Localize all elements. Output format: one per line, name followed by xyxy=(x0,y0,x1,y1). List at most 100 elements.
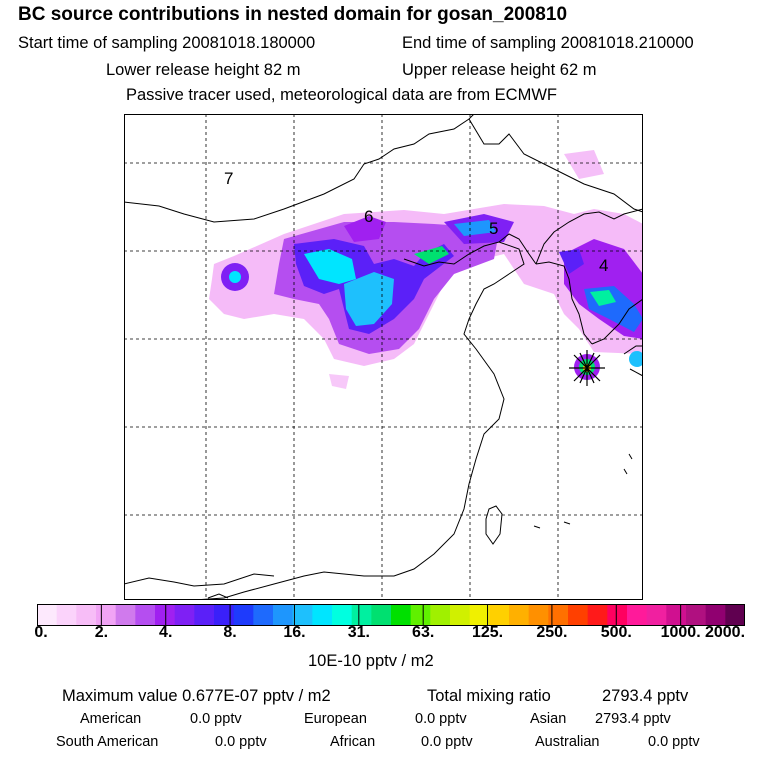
colorbar-cell xyxy=(568,604,589,626)
australian-label: Australian xyxy=(535,734,600,750)
colorbar-units: 10E-10 pptv / m2 xyxy=(308,652,434,670)
colorbar-tick-label: 1000. xyxy=(660,624,701,641)
bohai-coast xyxy=(193,241,525,600)
colorbar-tick-label: 4. xyxy=(159,624,173,641)
korea-north xyxy=(535,208,643,265)
colorbar-tick-label: 31. xyxy=(347,624,370,641)
colorbar-cell xyxy=(705,604,726,626)
colorbar-cell xyxy=(528,604,549,626)
colorbar-cell xyxy=(194,604,215,626)
hainan xyxy=(207,593,229,599)
region-label-6: 6 xyxy=(364,207,373,226)
map-panel: 7 6 5 4 xyxy=(124,114,643,600)
colorbar-cell xyxy=(430,604,451,626)
colorbar-cell xyxy=(646,604,667,626)
region-label-4: 4 xyxy=(599,256,608,275)
colorbar-tick-label: 8. xyxy=(223,624,237,641)
colorbar-cell xyxy=(371,604,392,626)
colorbar-tick-label: 250. xyxy=(536,624,568,641)
plume-cyan-west xyxy=(304,249,356,284)
lower-release-label: Lower release height 82 m xyxy=(106,61,301,79)
colorbar-tick-label: 2. xyxy=(94,624,109,641)
colorbar-cell xyxy=(37,604,58,626)
map-frame xyxy=(124,114,643,600)
colorbar-tick-label: 0. xyxy=(34,624,48,641)
south-american-value: 0.0 pptv xyxy=(215,734,267,750)
colorbar-cell xyxy=(312,604,333,626)
colorbar-cell xyxy=(725,604,745,626)
colorbar-tick-label: 2000. xyxy=(704,624,746,641)
colorbar-cell xyxy=(391,604,412,626)
korea-west xyxy=(535,261,593,345)
asian-value: 2793.4 pptv xyxy=(595,711,671,727)
european-value: 0.0 pptv xyxy=(415,711,467,727)
colorbar-cell xyxy=(273,604,294,626)
end-time-label: End time of sampling 20081018.210000 xyxy=(402,34,694,52)
colorbar-cell xyxy=(450,604,471,626)
colorbar-cell xyxy=(686,604,707,626)
colorbar-cell xyxy=(115,604,136,626)
receptor-star-icon xyxy=(569,350,605,386)
colorbar-tick-label: 125. xyxy=(471,624,504,641)
colorbar-cell xyxy=(607,604,628,626)
colorbar-cell xyxy=(253,604,274,626)
colorbar-cell xyxy=(214,604,235,626)
colorbar-cell xyxy=(135,604,156,626)
southwest-border xyxy=(124,573,275,587)
start-time-label: Start time of sampling 20081018.180000 xyxy=(18,34,316,52)
plume-korea-green xyxy=(590,290,616,306)
colorbar-cell xyxy=(587,604,608,626)
japan-kyushu xyxy=(623,345,643,377)
colorbar-cell xyxy=(469,604,490,626)
colorbar-tick-label: 63. xyxy=(412,624,435,641)
graticule xyxy=(124,114,643,600)
colorbar-cell xyxy=(292,604,313,626)
colorbar-cell xyxy=(155,604,176,626)
plume-cyan-ne xyxy=(454,220,496,236)
plume-green xyxy=(414,246,449,264)
colorbar xyxy=(37,604,745,626)
american-label: American xyxy=(80,711,142,727)
african-label: African xyxy=(330,734,376,750)
colorbar-cell xyxy=(509,604,530,626)
upper-release-label: Upper release height 62 m xyxy=(402,61,597,79)
colorbar-cell xyxy=(56,604,77,626)
max-value-label: Maximum value 0.677E-07 pptv / m2 xyxy=(62,687,331,705)
colorbar-cell xyxy=(489,604,510,626)
taiwan xyxy=(485,505,503,545)
colorbar-cell xyxy=(96,604,117,626)
colorbar-cell xyxy=(76,604,97,626)
concentration-field xyxy=(209,150,643,389)
asian-label: Asian xyxy=(530,711,567,727)
plume-japan xyxy=(629,351,643,367)
colorbar-tick-label: 500. xyxy=(600,624,632,641)
region-label-7: 7 xyxy=(224,169,233,188)
region-label-5: 5 xyxy=(489,219,498,238)
tracer-note: Passive tracer used, meteorological data… xyxy=(126,86,557,104)
plume-west-blob-inner xyxy=(229,271,241,283)
plume-korea-north xyxy=(559,249,584,274)
colorbar-cell xyxy=(627,604,648,626)
coastlines xyxy=(124,114,643,600)
colorbar-cell xyxy=(548,604,569,626)
american-value: 0.0 pptv xyxy=(190,711,242,727)
colorbar-tick-label: 16. xyxy=(283,624,306,641)
plume-cyan-central xyxy=(344,272,394,326)
northern-border xyxy=(124,114,475,223)
european-label: European xyxy=(304,711,367,727)
colorbar-cell xyxy=(666,604,687,626)
plume-faint-north xyxy=(564,150,604,179)
colorbar-cells xyxy=(37,604,745,626)
plume-north-blob xyxy=(344,216,386,242)
colorbar-cell xyxy=(410,604,431,626)
total-mixing-label: Total mixing ratio xyxy=(427,687,551,705)
african-value: 0.0 pptv xyxy=(421,734,473,750)
south-american-label: South American xyxy=(56,734,159,750)
plume-faint-south xyxy=(329,374,349,389)
northeast-border xyxy=(468,118,643,213)
total-mixing-value: 2793.4 pptv xyxy=(602,687,689,705)
colorbar-cell xyxy=(351,604,372,626)
australian-value: 0.0 pptv xyxy=(648,734,700,750)
colorbar-cell xyxy=(174,604,195,626)
ryukyu xyxy=(533,453,633,529)
